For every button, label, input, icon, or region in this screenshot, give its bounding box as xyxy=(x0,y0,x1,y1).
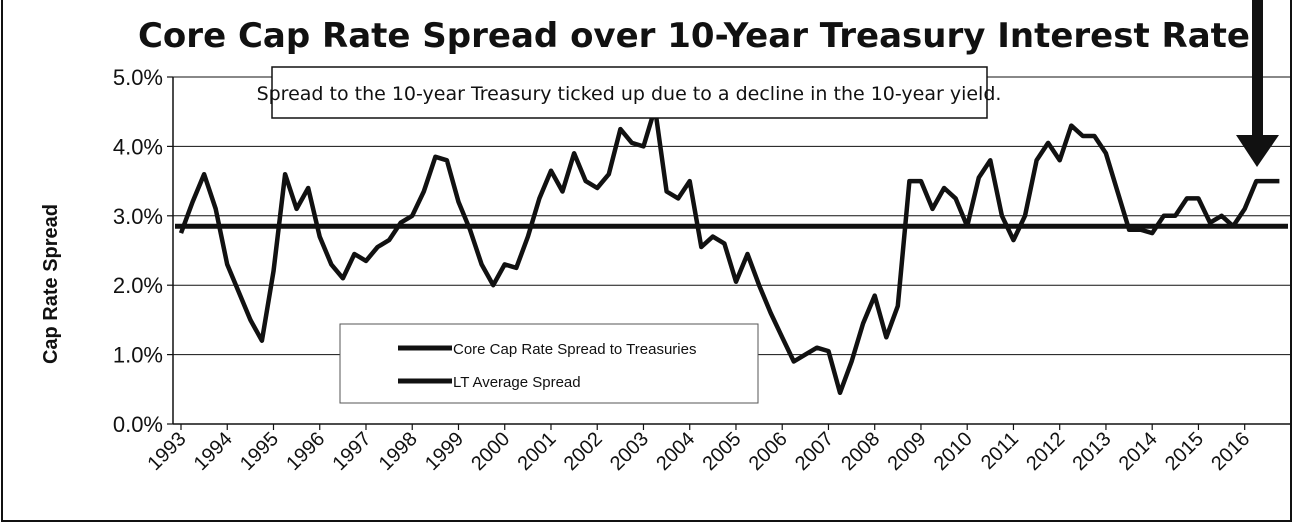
x-tick-label: 2015 xyxy=(1161,428,1208,475)
chart-title: Core Cap Rate Spread over 10-Year Treasu… xyxy=(138,16,1250,56)
x-tick-label: 2010 xyxy=(930,428,977,475)
series-line-core-cap-rate xyxy=(178,105,1280,396)
x-tick-label: 2000 xyxy=(467,428,514,475)
x-tick-label: 2012 xyxy=(1022,428,1069,475)
x-tick-label: 2016 xyxy=(1207,428,1254,475)
y-tick-label: 2.0% xyxy=(113,273,163,298)
x-axis-ticks: 1993 1994 1995 1996 1997 1998 1999 2000 2001 2002… xyxy=(144,423,1290,475)
x-tick-label: 2008 xyxy=(837,428,884,475)
x-tick-label: 1999 xyxy=(421,428,468,475)
x-tick-label: 2006 xyxy=(745,428,792,475)
annotation-box xyxy=(271,66,988,119)
y-tick-label: 1.0% xyxy=(113,343,163,368)
y-tick-label: 5.0% xyxy=(113,65,163,90)
x-tick-label: 1996 xyxy=(282,428,329,475)
legend-label-core-cap-rate: Core Cap Rate Spread to Treasuries xyxy=(453,341,696,358)
y-tick-label: 4.0% xyxy=(113,134,163,159)
y-axis-label: Cap Rate Spread xyxy=(40,204,62,364)
x-tick-label: 2007 xyxy=(791,428,838,475)
series-group xyxy=(175,105,1288,396)
y-tick-label: 3.0% xyxy=(113,204,163,229)
legend-box xyxy=(339,323,759,404)
x-tick-label: 2004 xyxy=(652,428,699,475)
x-tick-label: 2005 xyxy=(698,428,745,475)
x-tick-label: 2014 xyxy=(1115,428,1162,475)
annotation-text: Spread to the 10-year Treasury ticked up… xyxy=(257,83,1002,105)
x-tick-label: 2003 xyxy=(606,428,653,475)
arrow-down-icon xyxy=(1236,135,1279,167)
x-tick-label: 1997 xyxy=(329,428,376,475)
x-tick-label: 2002 xyxy=(560,428,607,475)
x-tick-label: 1998 xyxy=(375,428,422,475)
legend-label-lt-average: LT Average Spread xyxy=(453,374,581,391)
arrow-shaft xyxy=(1252,0,1263,135)
y-tick-label: 0.0% xyxy=(113,412,163,437)
x-tick-label: 1994 xyxy=(190,428,237,475)
x-tick-label: 2011 xyxy=(977,428,1023,474)
x-tick-label: 1995 xyxy=(236,428,283,475)
y-axis-ticks: 0.0% 1.0% 2.0% 3.0% 4.0% 5.0% xyxy=(113,65,173,437)
x-tick-label: 2013 xyxy=(1068,428,1115,475)
x-tick-label: 2001 xyxy=(513,428,560,475)
x-tick-label: 2009 xyxy=(883,428,930,475)
